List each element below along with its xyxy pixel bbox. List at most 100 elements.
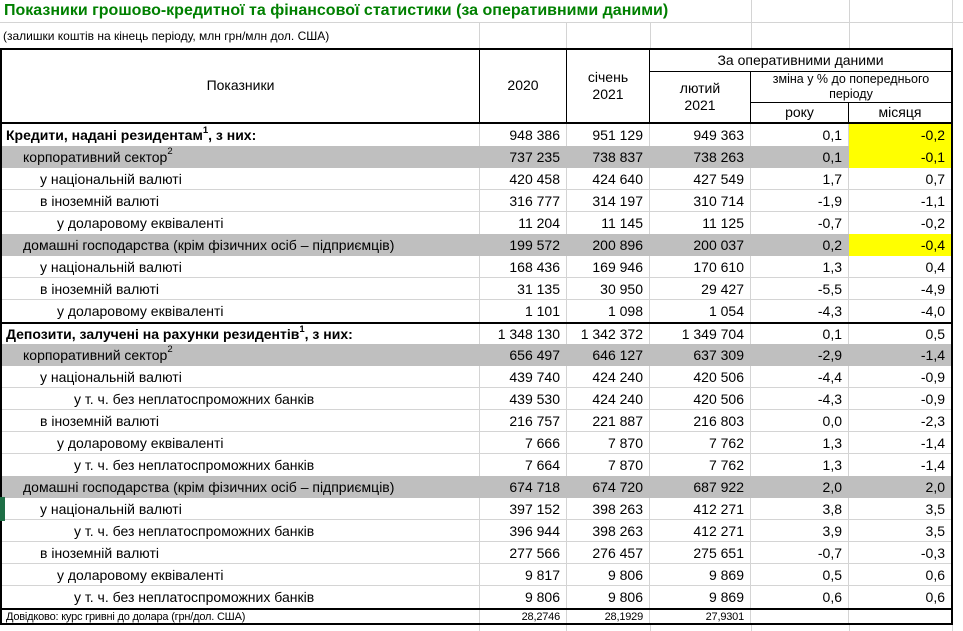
value-cell-month-change[interactable]: -0,9 (849, 366, 951, 388)
row-label-cell[interactable]: у доларовому еквіваленті (2, 300, 480, 322)
value-cell-month-change[interactable]: -0,2 (920, 215, 945, 231)
header-jan-2021[interactable]: січень 2021 (567, 50, 650, 122)
value-cell-year-change[interactable]: 0,1 (751, 124, 849, 146)
row-label-cell[interactable]: у т. ч. без неплатоспроможних банків (2, 520, 480, 542)
value-cell-jan2021[interactable]: 9 806 (567, 586, 650, 608)
value-cell-jan2021[interactable]: 738 837 (567, 146, 650, 168)
value-cell-year-change[interactable]: -0,7 (751, 212, 849, 234)
value-cell-2020[interactable]: 656 497 (480, 344, 567, 366)
row-label-cell[interactable]: в іноземній валюті (2, 278, 480, 300)
value-cell-year-change[interactable]: 1,3 (751, 432, 849, 454)
row-label-cell[interactable]: у т. ч. без неплатоспроможних банків (2, 454, 480, 476)
value-cell-feb2021[interactable]: 7 762 (650, 454, 751, 476)
value-cell-jan2021[interactable]: 9 806 (567, 564, 650, 586)
value-cell-2020[interactable]: 216 757 (480, 410, 567, 432)
value-cell-jan2021[interactable]: 424 640 (567, 168, 650, 190)
value-cell-jan2021[interactable]: 30 950 (567, 278, 650, 300)
value-cell-feb2021[interactable]: 9 869 (650, 564, 751, 586)
value-cell-jan2021[interactable]: 424 240 (567, 388, 650, 410)
value-cell-year-change[interactable]: -4,3 (751, 388, 849, 410)
value-cell-2020[interactable]: 439 740 (480, 366, 567, 388)
value-cell-2020[interactable]: 7 664 (480, 454, 567, 476)
value-cell-month-change[interactable]: 3,5 (849, 498, 951, 520)
row-label-cell[interactable]: домашні господарства (крім фізичних осіб… (2, 476, 480, 498)
value-cell-year-change[interactable]: 3,8 (751, 498, 849, 520)
value-cell-jan2021[interactable]: 424 240 (567, 366, 650, 388)
value-cell-2020[interactable]: 11 204 (480, 212, 567, 234)
value-cell-feb2021[interactable]: 310 714 (650, 190, 751, 212)
value-cell-feb2021[interactable]: 1 054 (650, 300, 751, 322)
value-cell-month-change[interactable]: -1,4 (849, 344, 951, 366)
value-cell-jan2021[interactable]: 200 896 (567, 234, 650, 256)
value-cell-feb2021[interactable]: 412 271 (650, 520, 751, 542)
value-cell-feb2021[interactable]: 216 803 (650, 410, 751, 432)
value-cell-year-change[interactable] (751, 610, 849, 623)
value-cell-year-change[interactable]: -4,3 (751, 300, 849, 322)
row-label-cell[interactable]: Депозити, залучені на рахунки резидентів… (2, 324, 480, 344)
value-cell-month-change[interactable]: -2,3 (849, 410, 951, 432)
value-cell-feb2021[interactable]: 738 263 (650, 146, 751, 168)
value-cell-2020[interactable]: 420 458 (480, 168, 567, 190)
value-cell-feb2021[interactable]: 27,9301 (650, 610, 751, 623)
value-cell-month-change[interactable]: -4,0 (920, 303, 945, 319)
value-cell-year-change[interactable]: 0,2 (751, 234, 849, 256)
value-cell-month-change-highlighted[interactable]: -0,4 (849, 234, 951, 256)
value-cell-jan2021[interactable]: 276 457 (567, 542, 650, 564)
value-cell-year-change[interactable]: -1,9 (751, 190, 849, 212)
value-cell-month-change[interactable]: 0,6 (925, 589, 945, 605)
value-cell-2020[interactable]: 9 817 (480, 564, 567, 586)
value-cell-jan2021[interactable]: 28,1929 (567, 610, 650, 623)
value-cell-year-change[interactable]: 0,1 (751, 324, 849, 344)
row-label-cell[interactable]: домашні господарства (крім фізичних осіб… (2, 234, 480, 256)
value-cell-jan2021[interactable]: 1 342 372 (567, 324, 650, 344)
value-cell-feb2021[interactable]: 420 506 (650, 366, 751, 388)
value-cell-feb2021[interactable]: 29 427 (650, 278, 751, 300)
value-cell-jan2021[interactable]: 951 129 (567, 124, 650, 146)
value-cell-2020[interactable]: 7 666 (480, 432, 567, 454)
value-cell-month-change[interactable] (849, 610, 951, 623)
row-label-cell[interactable]: корпоративний сектор 2 (2, 146, 480, 168)
value-cell-feb2021[interactable]: 412 271 (650, 498, 751, 520)
value-cell-month-change[interactable]: 3,5 (849, 520, 951, 542)
header-month[interactable]: місяця (878, 103, 922, 120)
value-cell-year-change[interactable]: -0,7 (751, 542, 849, 564)
value-cell-feb2021[interactable]: 637 309 (650, 344, 751, 366)
header-2020[interactable]: 2020 (480, 50, 567, 122)
value-cell-2020[interactable]: 948 386 (480, 124, 567, 146)
value-cell-year-change[interactable]: 1,3 (751, 454, 849, 476)
row-label-cell[interactable]: в іноземній валюті (2, 190, 480, 212)
value-cell-feb2021[interactable]: 11 125 (650, 212, 751, 234)
value-cell-feb2021[interactable]: 949 363 (650, 124, 751, 146)
value-cell-feb2021[interactable]: 7 762 (650, 432, 751, 454)
value-cell-2020[interactable]: 439 530 (480, 388, 567, 410)
row-label-cell[interactable]: у національній валюті (2, 366, 480, 388)
value-cell-2020[interactable]: 1 101 (480, 300, 567, 322)
value-cell-jan2021[interactable]: 646 127 (567, 344, 650, 366)
header-change-pct[interactable]: зміна у % до попереднього періоду (751, 72, 951, 103)
value-cell-feb2021[interactable]: 427 549 (650, 168, 751, 190)
row-label-cell[interactable]: Довідково: курс гривні до долара (грн/до… (2, 610, 480, 623)
header-operational[interactable]: За оперативними даними (650, 50, 951, 72)
row-label-cell[interactable]: у національній валюті (2, 498, 480, 520)
row-label-cell[interactable]: в іноземній валюті (2, 542, 480, 564)
value-cell-month-change[interactable]: -1,1 (849, 190, 951, 212)
row-label-cell[interactable]: у т. ч. без неплатоспроможних банків (2, 586, 480, 608)
value-cell-month-change-highlighted[interactable]: -0,1 (849, 146, 951, 168)
value-cell-year-change[interactable]: 0,1 (751, 146, 849, 168)
value-cell-jan2021[interactable]: 169 946 (567, 256, 650, 278)
value-cell-year-change[interactable]: 0,5 (751, 564, 849, 586)
row-label-cell[interactable]: в іноземній валюті (2, 410, 480, 432)
value-cell-2020[interactable]: 168 436 (480, 256, 567, 278)
value-cell-month-change[interactable]: 2,0 (849, 476, 951, 498)
value-cell-year-change[interactable]: -4,4 (751, 366, 849, 388)
value-cell-jan2021[interactable]: 1 098 (567, 300, 650, 322)
value-cell-jan2021[interactable]: 221 887 (567, 410, 650, 432)
value-cell-month-change[interactable]: -0,9 (849, 388, 951, 410)
value-cell-month-change[interactable]: -4,9 (849, 278, 951, 300)
value-cell-jan2021[interactable]: 674 720 (567, 476, 650, 498)
header-year[interactable]: року (751, 103, 849, 122)
value-cell-month-change[interactable]: 0,5 (925, 326, 945, 342)
value-cell-month-change[interactable]: -0,3 (849, 542, 951, 564)
row-label-cell[interactable]: у доларовому еквіваленті (2, 432, 480, 454)
header-indicators[interactable]: Показники (2, 50, 480, 122)
